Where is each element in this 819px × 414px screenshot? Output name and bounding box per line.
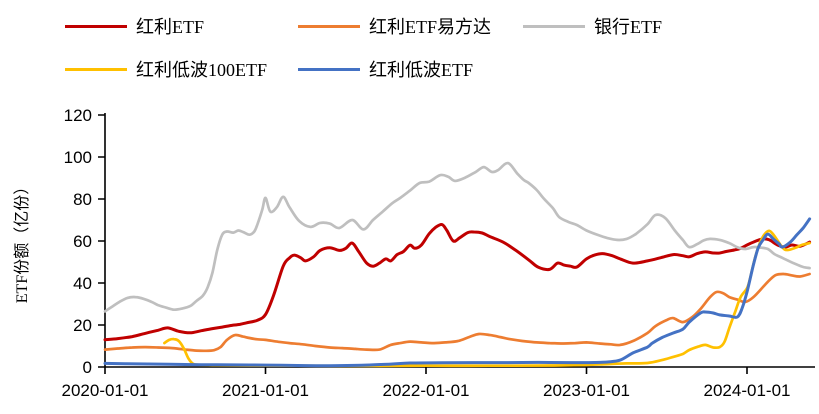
chart-legend: 红利ETF 红利ETF易方达 银行ETF 红利低波100ETF 红利低波ETF bbox=[0, 0, 819, 90]
legend-label-hongli-etf: 红利ETF bbox=[136, 17, 205, 37]
legend-swatch-yinhang-etf bbox=[523, 24, 585, 28]
y-tick-label: 60 bbox=[73, 232, 92, 251]
y-tick-label: 0 bbox=[83, 358, 92, 377]
legend-swatch-hongli-dibo-100etf bbox=[65, 67, 127, 71]
x-tick-label: 2021-01-01 bbox=[222, 381, 309, 400]
x-tick-label: 2023-01-01 bbox=[543, 381, 630, 400]
legend-label-hongli-dibo-100etf: 红利低波100ETF bbox=[136, 60, 268, 80]
y-tick-label: 120 bbox=[64, 106, 92, 125]
x-tick-label: 2024-01-01 bbox=[704, 381, 791, 400]
series-line-hongli-etf-efangda bbox=[103, 272, 811, 353]
series-line-yinhang-etf bbox=[103, 161, 811, 313]
x-tick-label: 2022-01-01 bbox=[383, 381, 470, 400]
legend-item-hongli-etf: 红利ETF bbox=[65, 13, 204, 39]
legend-swatch-hongli-etf-efangda bbox=[298, 24, 360, 28]
legend-item-hongli-dibo-100etf: 红利低波100ETF bbox=[65, 56, 267, 82]
series-line-hongli-dibo-etf bbox=[103, 217, 812, 368]
y-tick-label: 80 bbox=[73, 190, 92, 209]
legend-swatch-hongli-etf bbox=[65, 24, 127, 28]
axes bbox=[98, 113, 815, 374]
legend-label-yinhang-etf: 银行ETF bbox=[594, 17, 663, 37]
legend-label-hongli-etf-efangda: 红利ETF易方达 bbox=[369, 17, 492, 37]
legend-item-hongli-dibo-etf: 红利低波ETF bbox=[298, 56, 473, 82]
y-tick-label: 100 bbox=[64, 148, 92, 167]
legend-label-hongli-dibo-etf: 红利低波ETF bbox=[369, 60, 474, 80]
legend-item-hongli-etf-efangda: 红利ETF易方达 bbox=[298, 13, 491, 39]
axis-lines bbox=[98, 113, 815, 374]
y-axis-title: ETF份额（亿份） bbox=[13, 179, 31, 303]
legend-item-yinhang-etf: 银行ETF bbox=[523, 13, 662, 39]
series-line-hongli-etf bbox=[103, 223, 812, 342]
series-line-hongli-dibo-100etf bbox=[163, 229, 811, 368]
x-tick-label: 2020-01-01 bbox=[62, 381, 149, 400]
y-tick-label: 40 bbox=[73, 274, 92, 293]
y-tick-label: 20 bbox=[73, 316, 92, 335]
legend-swatch-hongli-dibo-etf bbox=[298, 67, 360, 71]
